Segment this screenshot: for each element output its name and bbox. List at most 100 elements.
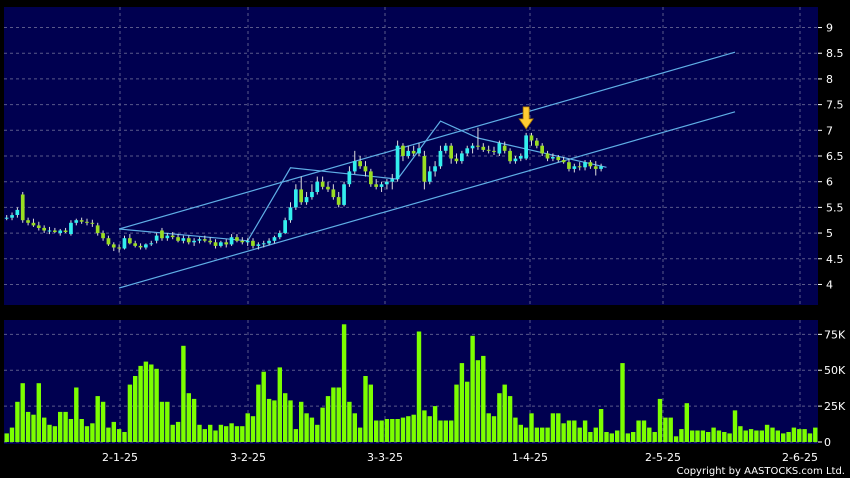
volume-bar [58, 411, 63, 442]
volume-bar [540, 427, 545, 442]
volume-bar [582, 420, 588, 442]
price-tick-label: 8 [826, 73, 833, 86]
candle-body [283, 220, 287, 233]
candle-body [251, 240, 255, 246]
volume-bar [604, 432, 609, 442]
volume-bar [341, 324, 347, 442]
volume-bar [127, 384, 133, 442]
candle-body [101, 233, 105, 239]
candle-body [111, 244, 116, 248]
volume-bar [459, 363, 465, 442]
candle-body [240, 240, 245, 243]
volume-bar [352, 413, 357, 442]
candle-body [95, 225, 100, 234]
candle-body [144, 244, 148, 248]
volume-bar [224, 426, 229, 442]
candle-body [529, 135, 534, 141]
volume-bar [636, 420, 641, 442]
candle-body [261, 243, 266, 245]
volume-bar [497, 393, 502, 442]
price-tick-label: 9 [826, 22, 833, 35]
volume-bar [416, 331, 422, 442]
date-tick-label: 3-3-25 [367, 451, 403, 464]
volume-bar [454, 384, 459, 442]
volume-bar [74, 387, 79, 442]
volume-tick-label: 50K [824, 364, 846, 377]
volume-bar [208, 424, 213, 442]
candle-body [385, 181, 389, 185]
candle-body [74, 220, 79, 223]
candle-body [20, 194, 25, 221]
candle-body [224, 242, 229, 245]
candle-body [336, 197, 341, 205]
candle-body [208, 240, 212, 243]
volume-bar [486, 413, 491, 442]
candle-body [149, 243, 154, 245]
volume-bar [357, 427, 363, 442]
volume-bar [738, 426, 743, 442]
volume-bar [684, 403, 689, 442]
candle-body [53, 230, 57, 232]
date-axis: 2-1-25 3-2-25 3-3-25 1-4-25 2-5-25 2-6-25 [102, 451, 818, 464]
volume-bar [507, 396, 513, 442]
candle-body [593, 166, 598, 169]
candle-body [36, 225, 41, 228]
volume-bar [732, 410, 738, 442]
volume-bar [545, 427, 550, 442]
candle-body [272, 237, 277, 241]
volume-bar [700, 430, 706, 442]
volume-bar [759, 430, 764, 442]
candle-body [219, 242, 223, 246]
volume-bar [781, 433, 786, 442]
volume-bar [588, 432, 593, 442]
candle-body [90, 222, 95, 224]
volume-tick-label: 0 [824, 436, 831, 449]
volume-bar [534, 427, 540, 442]
price-tick-label: 7.5 [826, 99, 844, 112]
candle-body [326, 186, 330, 190]
volume-bar [170, 424, 175, 442]
volume-bar [299, 401, 304, 442]
volume-bar [250, 416, 256, 442]
candle-body [540, 145, 544, 154]
volume-bar [711, 427, 716, 442]
volume-bar [79, 419, 84, 442]
candle-body [411, 150, 416, 154]
candle-body [363, 166, 368, 172]
candle-body [122, 238, 127, 249]
candle-body [352, 161, 357, 172]
volume-bar [598, 409, 604, 442]
date-tick-label: 2-1-25 [102, 451, 138, 464]
volume-bar [31, 414, 36, 442]
candle-body [213, 242, 218, 246]
candle-body [395, 145, 400, 180]
volume-bar [625, 433, 631, 442]
volume-bar [657, 398, 663, 442]
volume-bar [213, 430, 218, 442]
volume-bar [122, 432, 127, 442]
volume-bar [149, 364, 154, 442]
date-tick-label: 3-2-25 [230, 451, 266, 464]
volume-bar [427, 416, 432, 442]
volume-bar [320, 407, 325, 442]
volume-bar [770, 427, 775, 442]
volume-bar [363, 376, 368, 442]
candle-body [294, 189, 298, 208]
volume-bar [481, 355, 486, 442]
volume-bar [143, 361, 149, 442]
volume-bar [304, 413, 309, 442]
candle-body [556, 157, 561, 161]
copyright-text: Copyright by AASTOCKS.com Ltd. [677, 466, 845, 477]
candle-body [379, 184, 384, 187]
volume-bar [432, 406, 438, 442]
volume-bar [197, 424, 202, 442]
volume-bar [116, 429, 122, 442]
candle-body [47, 230, 52, 232]
volume-bar [572, 420, 577, 442]
candle-body [347, 171, 352, 185]
volume-bar [679, 429, 684, 442]
candle-body [390, 179, 395, 182]
volume-bar [631, 432, 636, 442]
volume-bar [234, 426, 240, 442]
